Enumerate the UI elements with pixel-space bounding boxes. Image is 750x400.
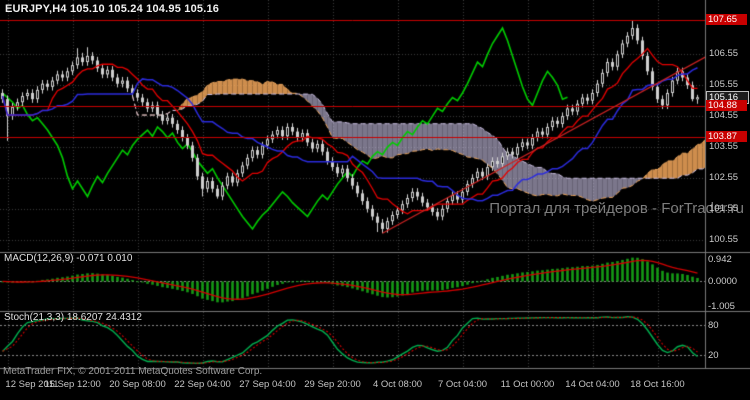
time-axis-label: 20 Sep 08:00	[109, 379, 166, 390]
macd-axis-label: 0.942	[708, 253, 732, 265]
stoch-indicator-label: Stoch(21,3,3) 18.6207 24.4312	[4, 312, 142, 323]
level-price-badge: 104.88	[706, 99, 747, 111]
chart-title: EURJPY,H4 105.10 105.24 104.95 105.16	[5, 3, 220, 15]
level-price-badge: 107.65	[706, 14, 747, 26]
price-axis-label: 102.55	[709, 171, 739, 183]
time-axis-label: 18 Oct 16:00	[630, 379, 685, 390]
macd-indicator-label: MACD(12,26,9) -0.071 0.010	[4, 253, 133, 264]
time-axis-label: 14 Oct 04:00	[565, 379, 620, 390]
watermark-text: Портал для трейдеров - ForTrader.ru	[489, 200, 744, 217]
price-axis-label: 106.55	[709, 48, 739, 60]
time-axis-label: 4 Oct 08:00	[372, 379, 423, 390]
macd-axis-label: 0.0000	[708, 276, 738, 288]
stoch-axis-label: 20	[708, 350, 719, 361]
price-axis-label: 103.55	[709, 141, 739, 153]
price-axis-label: 100.55	[709, 233, 739, 245]
stoch-axis-label: 80	[708, 320, 719, 331]
price-axis-label: 101.55	[709, 202, 739, 214]
time-axis-label: 7 Oct 04:00	[437, 379, 488, 390]
level-price-badge: 103.87	[706, 131, 747, 143]
time-axis-label: 11 Oct 00:00	[500, 379, 555, 390]
price-axis-label: 105.55	[709, 79, 739, 91]
time-axis-label: 27 Sep 04:00	[239, 379, 296, 390]
macd-axis-label: -1.005	[708, 300, 735, 312]
time-axis-label: 12 Sep 2011	[5, 379, 59, 390]
copyright-text: MetaTrader FIX, © 2001-2011 MetaQuotes S…	[3, 366, 263, 377]
time-axis-label: 15 Sep 12:00	[44, 379, 101, 390]
time-axis-label: 29 Sep 20:00	[304, 379, 361, 390]
time-axis-label: 22 Sep 04:00	[174, 379, 231, 390]
price-axis-label: 104.55	[709, 110, 739, 122]
